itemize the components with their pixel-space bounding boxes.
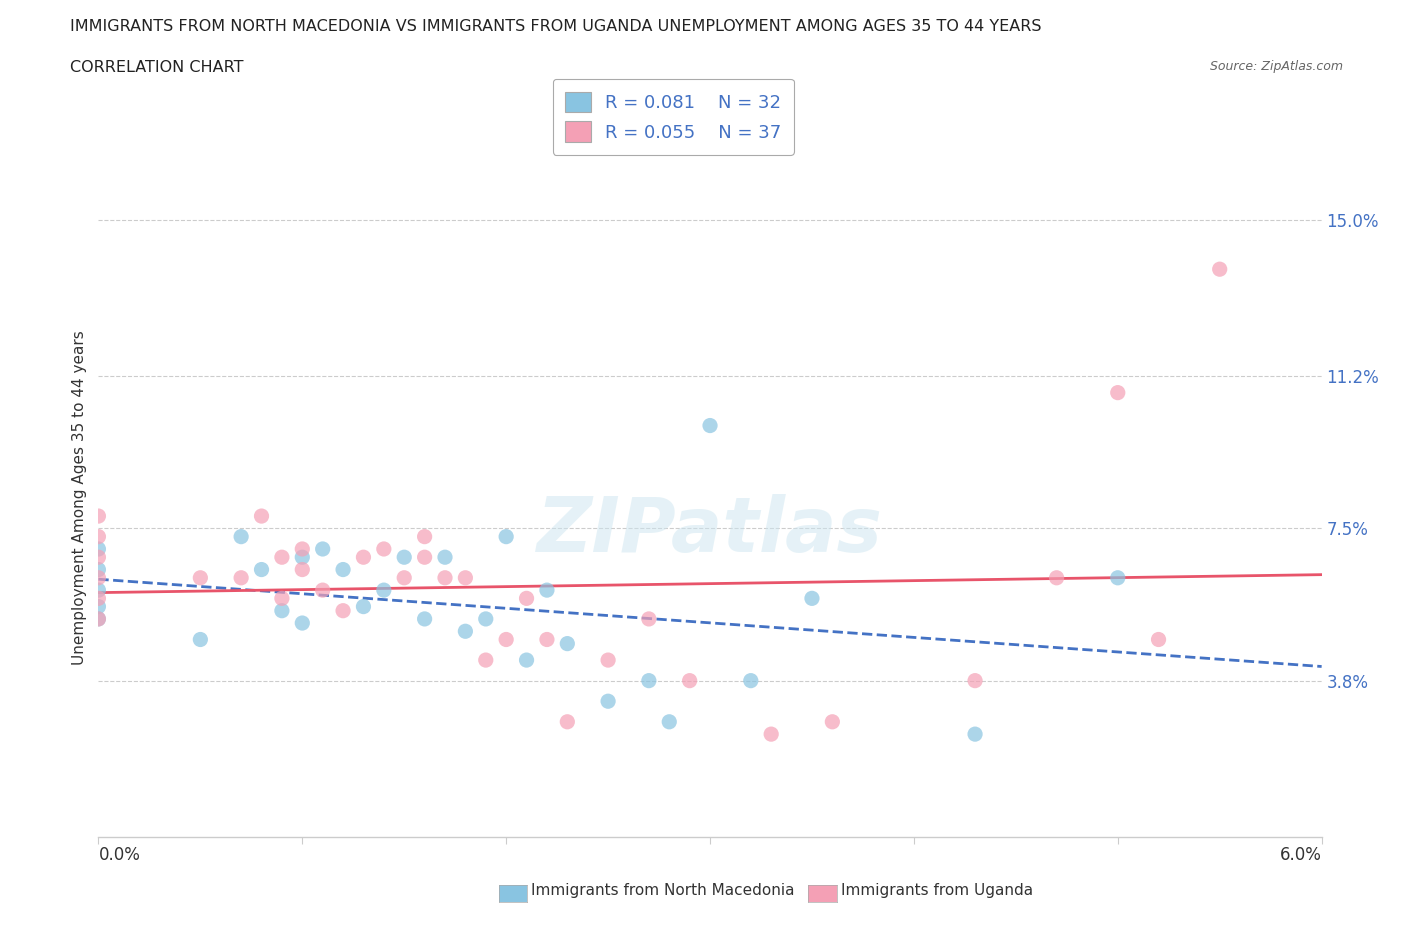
Point — [87, 583, 110, 598]
Point — [699, 418, 721, 433]
Point — [1107, 570, 1129, 585]
Point — [332, 604, 354, 618]
Point — [373, 541, 395, 556]
Point — [87, 612, 110, 627]
Point — [413, 529, 436, 544]
Point — [1107, 385, 1129, 400]
Point — [801, 591, 824, 605]
Point — [392, 570, 416, 585]
Point — [87, 509, 110, 524]
Point — [352, 550, 374, 565]
Text: CORRELATION CHART: CORRELATION CHART — [70, 60, 243, 75]
Legend: R = 0.081    N = 32, R = 0.055    N = 37: R = 0.081 N = 32, R = 0.055 N = 37 — [553, 79, 794, 155]
Point — [87, 529, 110, 544]
Point — [352, 599, 374, 614]
Point — [637, 673, 661, 688]
Point — [495, 632, 517, 647]
Point — [555, 714, 579, 729]
Point — [291, 541, 314, 556]
Point — [555, 636, 579, 651]
Point — [658, 714, 681, 729]
Point — [270, 550, 292, 565]
Text: ZIPatlas: ZIPatlas — [537, 495, 883, 568]
Point — [87, 591, 110, 605]
Point — [231, 570, 253, 585]
Point — [87, 570, 110, 585]
Point — [188, 632, 212, 647]
Point — [1045, 570, 1069, 585]
Point — [413, 550, 436, 565]
Point — [250, 509, 273, 524]
Text: Immigrants from Uganda: Immigrants from Uganda — [841, 884, 1033, 898]
Point — [740, 673, 762, 688]
Text: Source: ZipAtlas.com: Source: ZipAtlas.com — [1209, 60, 1343, 73]
Point — [392, 550, 416, 565]
Point — [373, 583, 395, 598]
Point — [679, 673, 702, 688]
Point — [474, 612, 498, 627]
Point — [536, 583, 558, 598]
Point — [311, 541, 335, 556]
Point — [495, 529, 517, 544]
Text: IMMIGRANTS FROM NORTH MACEDONIA VS IMMIGRANTS FROM UGANDA UNEMPLOYMENT AMONG AGE: IMMIGRANTS FROM NORTH MACEDONIA VS IMMIG… — [70, 19, 1042, 33]
Point — [1147, 632, 1170, 647]
Point — [761, 726, 783, 741]
Point — [291, 616, 314, 631]
Point — [291, 562, 314, 577]
Point — [637, 612, 661, 627]
Point — [536, 632, 558, 647]
Point — [598, 653, 620, 668]
Text: 6.0%: 6.0% — [1279, 846, 1322, 864]
Point — [291, 550, 314, 565]
Point — [87, 541, 110, 556]
Point — [598, 694, 620, 709]
Point — [474, 653, 498, 668]
Point — [311, 583, 335, 598]
Point — [87, 612, 110, 627]
Text: 0.0%: 0.0% — [98, 846, 141, 864]
Point — [87, 550, 110, 565]
Point — [87, 599, 110, 614]
Point — [250, 562, 273, 577]
Y-axis label: Unemployment Among Ages 35 to 44 years: Unemployment Among Ages 35 to 44 years — [72, 330, 87, 665]
Point — [454, 624, 477, 639]
Point — [433, 550, 456, 565]
Point — [231, 529, 253, 544]
Point — [454, 570, 477, 585]
Point — [188, 570, 212, 585]
Point — [87, 562, 110, 577]
Point — [963, 673, 986, 688]
Point — [270, 591, 292, 605]
Text: Immigrants from North Macedonia: Immigrants from North Macedonia — [531, 884, 794, 898]
Point — [413, 612, 436, 627]
Point — [270, 604, 292, 618]
Point — [516, 591, 538, 605]
Point — [332, 562, 354, 577]
Point — [433, 570, 456, 585]
Point — [821, 714, 844, 729]
Point — [963, 726, 986, 741]
Point — [516, 653, 538, 668]
Point — [1208, 261, 1232, 276]
